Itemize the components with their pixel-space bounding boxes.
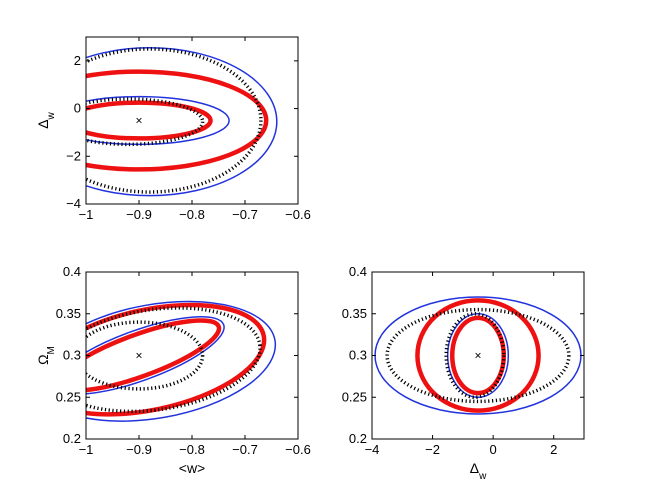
- x-axis-label: Δw: [470, 460, 487, 482]
- x-axis-label: <w>: [179, 460, 205, 476]
- y-tick-label: −4: [66, 196, 81, 211]
- contours: [86, 47, 278, 197]
- x-tick-label: 2: [550, 442, 557, 457]
- red-thick-contour-inner: [86, 100, 213, 141]
- y-tick-label: 0.2: [63, 431, 81, 446]
- y-tick-label: 0.4: [63, 264, 81, 279]
- panel-top-left: × −1 −0.9 −0.8 −0.7 −0.6 −4 −2 0 2 Δw: [35, 36, 311, 222]
- x-tick-label: −0.7: [232, 442, 258, 457]
- x-tick-label: 0: [490, 442, 497, 457]
- panel-bottom-right: × −4 −2 0 2 0.2 0.25 0.3 0.35 0.4 Δw: [342, 264, 585, 482]
- y-tick-label: 0.2: [349, 431, 367, 446]
- y-tick-label: −2: [66, 148, 81, 163]
- y-tick-label: 2: [74, 53, 81, 68]
- red-thick-contour-inner: [86, 318, 222, 393]
- black-dotted-contour-inner: [444, 312, 506, 399]
- fiducial-marker: ×: [135, 114, 142, 128]
- x-tick-label: −2: [425, 442, 440, 457]
- y-tick-label: 0.25: [342, 389, 367, 404]
- x-tick-label: −0.8: [179, 207, 205, 222]
- x-tick-label: −0.7: [232, 207, 258, 222]
- red-thick-contour-outer: [415, 298, 541, 413]
- black-dotted-contour-outer: [385, 307, 571, 404]
- y-tick-label: 0.4: [349, 264, 367, 279]
- black-dotted-contour-inner: [86, 97, 205, 147]
- y-tick-label: 0.35: [342, 306, 367, 321]
- panel-bottom-left: × −1 −0.9 −0.8 −0.7 −0.6 0.2 0.25 0.3 0.35 0.4 <w> Ω…: [35, 264, 311, 476]
- blue-thin-contour-inner: [86, 95, 230, 146]
- y-tick-label: 0.35: [56, 306, 81, 321]
- x-tick-label: −0.8: [179, 442, 205, 457]
- x-tick-label: −4: [365, 442, 380, 457]
- x-tick-label: −1: [79, 207, 94, 222]
- contours: [86, 300, 277, 422]
- blue-thin-contour-inner: [446, 313, 510, 398]
- x-tick-label: −0.9: [126, 207, 152, 222]
- x-tick-label: −0.6: [285, 207, 311, 222]
- black-dotted-contour-outer: [86, 306, 262, 414]
- x-tick-label: −0.6: [285, 442, 311, 457]
- y-tick-label: 0: [74, 101, 81, 116]
- x-tick-label: −0.9: [126, 442, 152, 457]
- blue-thin-contour-outer: [86, 47, 278, 197]
- black-dotted-contour-inner: [86, 320, 205, 391]
- y-tick-label: 0.25: [56, 389, 81, 404]
- y-axis-label: Δw: [35, 111, 57, 128]
- y-tick-label: 0.3: [63, 348, 81, 363]
- fiducial-marker: ×: [474, 349, 481, 363]
- red-thick-contour-outer: [86, 69, 269, 172]
- red-thick-contour-outer: [86, 302, 267, 417]
- y-axis-label: ΩM: [35, 346, 57, 365]
- contours: [374, 296, 582, 415]
- blue-thin-contour-inner: [86, 315, 225, 396]
- black-dotted-contour-outer: [86, 47, 263, 194]
- x-tick-label: −1: [79, 442, 94, 457]
- y-tick-label: 0.3: [349, 348, 367, 363]
- blue-thin-contour-outer: [86, 300, 277, 422]
- fiducial-marker: ×: [135, 349, 142, 363]
